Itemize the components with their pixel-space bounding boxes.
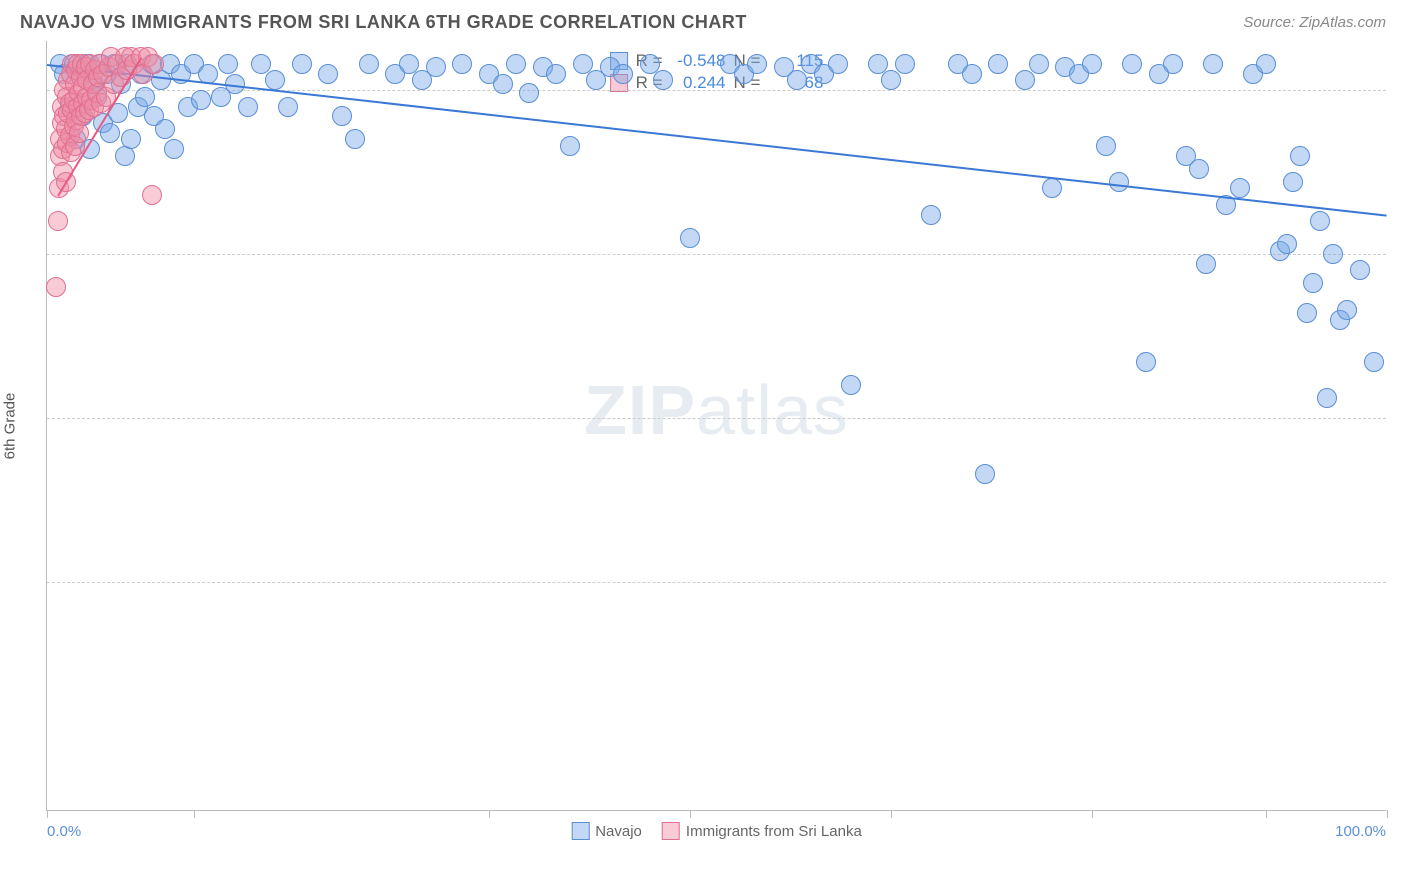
data-point — [895, 54, 915, 74]
data-point — [359, 54, 379, 74]
gridline — [47, 418, 1386, 419]
x-tick — [194, 810, 195, 818]
data-point — [962, 64, 982, 84]
data-point — [787, 70, 807, 90]
data-point — [292, 54, 312, 74]
data-point — [493, 74, 513, 94]
data-point — [1277, 234, 1297, 254]
data-point — [46, 277, 66, 297]
legend-item-navajo: Navajo — [571, 822, 642, 840]
data-point — [613, 64, 633, 84]
data-point — [452, 54, 472, 74]
data-point — [1029, 54, 1049, 74]
data-point — [680, 228, 700, 248]
chart-title: NAVAJO VS IMMIGRANTS FROM SRI LANKA 6TH … — [20, 12, 747, 33]
data-point — [1082, 54, 1102, 74]
x-tick — [1092, 810, 1093, 818]
data-point — [1096, 136, 1116, 156]
data-point — [318, 64, 338, 84]
data-point — [1303, 273, 1323, 293]
data-point — [841, 375, 861, 395]
x-axis-min: 0.0% — [47, 823, 81, 840]
x-tick — [1387, 810, 1388, 818]
data-point — [155, 119, 175, 139]
data-point — [191, 90, 211, 110]
y-axis-label: 6th Grade — [2, 393, 19, 460]
data-point — [142, 185, 162, 205]
data-point — [238, 97, 258, 117]
data-point — [519, 83, 539, 103]
data-point — [653, 70, 673, 90]
data-point — [1015, 70, 1035, 90]
legend: Navajo Immigrants from Sri Lanka — [571, 822, 862, 840]
x-tick — [489, 810, 490, 818]
data-point — [426, 57, 446, 77]
x-tick — [891, 810, 892, 818]
data-point — [1283, 172, 1303, 192]
data-point — [1196, 254, 1216, 274]
data-point — [164, 139, 184, 159]
data-point — [1256, 54, 1276, 74]
data-point — [100, 123, 120, 143]
gridline — [47, 254, 1386, 255]
data-point — [881, 70, 901, 90]
data-point — [1337, 300, 1357, 320]
data-point — [988, 54, 1008, 74]
data-point — [1364, 352, 1384, 372]
x-axis-max: 100.0% — [1335, 823, 1386, 840]
data-point — [144, 54, 164, 74]
data-point — [560, 136, 580, 156]
data-point — [1310, 211, 1330, 231]
data-point — [546, 64, 566, 84]
gridline — [47, 90, 1386, 91]
data-point — [121, 129, 141, 149]
data-point — [48, 211, 68, 231]
data-point — [218, 54, 238, 74]
x-tick — [690, 810, 691, 818]
legend-item-srilanka: Immigrants from Sri Lanka — [662, 822, 862, 840]
watermark: ZIPatlas — [584, 370, 849, 450]
data-point — [1350, 260, 1370, 280]
data-point — [506, 54, 526, 74]
data-point — [747, 54, 767, 74]
header: NAVAJO VS IMMIGRANTS FROM SRI LANKA 6TH … — [0, 0, 1406, 41]
x-tick — [47, 810, 48, 818]
data-point — [1203, 54, 1223, 74]
chart-container: 6th Grade ZIPatlas R =-0.548 N =115 R =0… — [20, 41, 1386, 811]
data-point — [1230, 178, 1250, 198]
data-point — [975, 464, 995, 484]
data-point — [278, 97, 298, 117]
source-label: Source: ZipAtlas.com — [1243, 14, 1386, 31]
data-point — [1042, 178, 1062, 198]
x-tick — [1266, 810, 1267, 818]
data-point — [265, 70, 285, 90]
data-point — [1109, 172, 1129, 192]
data-point — [1290, 146, 1310, 166]
data-point — [1189, 159, 1209, 179]
gridline — [47, 582, 1386, 583]
data-point — [1136, 352, 1156, 372]
data-point — [332, 106, 352, 126]
data-point — [135, 87, 155, 107]
scatter-plot: ZIPatlas R =-0.548 N =115 R =0.244 N =68… — [46, 41, 1386, 811]
data-point — [1323, 244, 1343, 264]
data-point — [921, 205, 941, 225]
data-point — [1317, 388, 1337, 408]
data-point — [1297, 303, 1317, 323]
data-point — [345, 129, 365, 149]
data-point — [1163, 54, 1183, 74]
data-point — [1122, 54, 1142, 74]
data-point — [828, 54, 848, 74]
